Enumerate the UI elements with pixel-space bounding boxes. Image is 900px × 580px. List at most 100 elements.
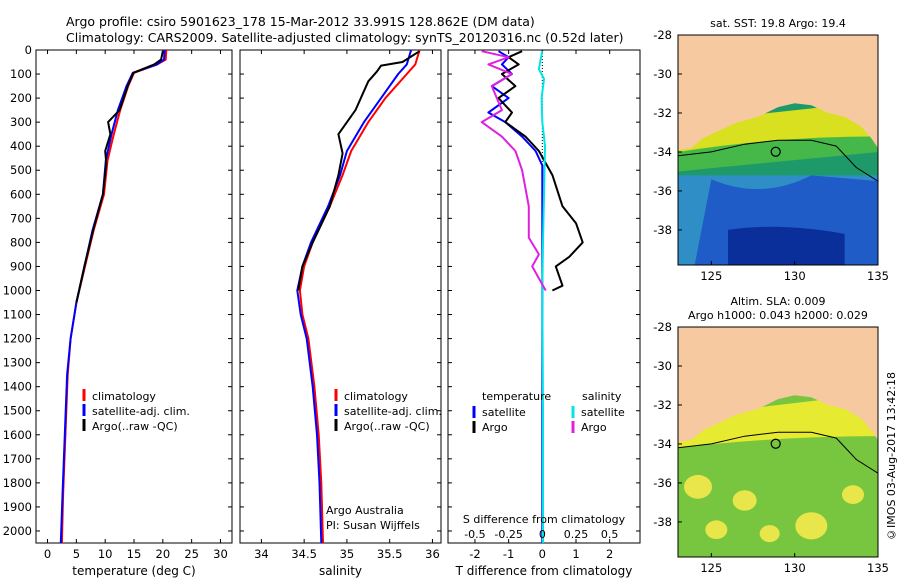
y-tick-label: -36 (653, 184, 672, 198)
y-tick-label: 1000 (3, 283, 32, 297)
sla-anomaly-blob (759, 525, 780, 543)
x-tick-label: 130 (784, 561, 806, 575)
ocean-coldest-water (728, 226, 845, 265)
land-mass (678, 35, 878, 150)
y-tick-label: 400 (10, 139, 32, 153)
x-tick-label: 25 (184, 547, 199, 561)
y-tick-label: 1300 (3, 356, 32, 370)
panel-map-sst: 125 130 135 -38 -36 -34 -32 -30 -28 sat. SST: 19.… (653, 17, 889, 283)
x-tick-label: 125 (700, 561, 722, 575)
legend-entry: satellite-adj. clim. (344, 405, 442, 418)
series-temperature-argo (497, 50, 584, 292)
x-tick-label-top: -0.5 (464, 528, 485, 541)
plot-frame (239, 49, 442, 544)
x-tick-label: 30 (213, 547, 228, 561)
x-tick-label: 135 (867, 269, 889, 283)
annotation-text: PI: Susan Wijffels (326, 519, 420, 532)
legend-entry: Argo (482, 421, 508, 434)
map-title: Argo h1000: 0.043 h2000: 0.029 (688, 309, 868, 322)
y-tick-label: 1600 (3, 428, 32, 442)
annotation-text: Argo Australia (326, 504, 404, 517)
x-tick-label: 135 (867, 561, 889, 575)
series-salinity-satellite (537, 51, 546, 543)
y-tick-label: -30 (653, 67, 672, 81)
map-content (678, 327, 878, 557)
x-tick-label: 35.5 (377, 547, 403, 561)
title-line-2: Climatology: CARS2009. Satellite-adjuste… (66, 30, 624, 45)
y-tick-label: 0 (25, 43, 32, 57)
y-tick-label: -38 (653, 223, 672, 237)
x-tick-label-top: 0.5 (601, 528, 619, 541)
x-tick-label: 5 (73, 547, 80, 561)
argo-position-marker (770, 146, 781, 157)
sla-anomaly-blob (684, 474, 712, 499)
x-axis-label-top: S difference from climatology (463, 513, 626, 526)
land-mass (678, 327, 878, 442)
sla-anomaly-blob (705, 520, 728, 540)
y-tick-label: 600 (10, 187, 32, 201)
y-tick-label: -34 (653, 145, 672, 159)
y-tick-label: 1100 (3, 308, 32, 322)
legend-entry: satellite-adj. clim. (92, 405, 190, 418)
y-tick-label: 1500 (3, 404, 32, 418)
y-tick-label: 200 (10, 91, 32, 105)
x-tick-label: -1 (503, 547, 514, 561)
series-argo-raw-qc- (75, 51, 164, 303)
legend-entry: climatology (92, 390, 156, 403)
legend-header-salinity: salinity (582, 390, 622, 403)
map-title: sat. SST: 19.8 Argo: 19.4 (710, 17, 846, 30)
y-tick-label: -30 (653, 359, 672, 373)
series-salinity-argo (480, 50, 547, 291)
x-tick-label-top: 0.25 (564, 528, 589, 541)
y-tick-label: -28 (653, 320, 672, 334)
x-tick-label: 34.5 (291, 547, 317, 561)
argo-position-marker (770, 438, 781, 449)
y-tick-label: -32 (653, 106, 672, 120)
x-tick-label: 15 (127, 547, 142, 561)
x-tick-label: 34 (254, 547, 269, 561)
x-tick-label: 10 (98, 547, 113, 561)
legend-entry: Argo(..raw -QC) (92, 420, 178, 433)
x-tick-label: 20 (156, 547, 171, 561)
x-tick-label: 125 (700, 269, 722, 283)
y-tick-label: 1200 (3, 332, 32, 346)
x-tick-label-top: 0 (539, 528, 546, 541)
plot-frame (35, 49, 233, 544)
panel-temperature: 0100200300400500600700800900100011001200… (3, 43, 233, 578)
y-tick-label: 1900 (3, 500, 32, 514)
legend-header-temperature: temperature (482, 390, 551, 403)
y-tick-label: 700 (10, 211, 32, 225)
y-tick-label: 100 (10, 67, 32, 81)
x-axis-label: T difference from climatology (455, 564, 633, 578)
y-tick-label: 1400 (3, 380, 32, 394)
map-title: Altim. SLA: 0.009 (730, 295, 825, 308)
x-tick-label-top: -0.25 (494, 528, 522, 541)
panel-map-sla: 125 130 135 -38 -36 -34 -32 -30 -28 Altim. SLA: 0… (653, 295, 889, 575)
title-line-1: Argo profile: csiro 5901623_178 15-Mar-2… (66, 14, 535, 29)
x-axis-label: salinity (319, 564, 362, 578)
series-argo-raw-qc- (297, 50, 421, 291)
series-temperature-satellite (487, 50, 544, 543)
sla-coastal-high (678, 393, 878, 448)
y-tick-label: 500 (10, 163, 32, 177)
legend-entry: satellite (581, 406, 625, 419)
legend-entry: Argo(..raw -QC) (344, 420, 430, 433)
ocean-warm-coastal-water (678, 101, 878, 152)
y-tick-label: 1800 (3, 476, 32, 490)
y-tick-label: 2000 (3, 524, 32, 538)
x-axis-label: temperature (deg C) (72, 564, 195, 578)
x-tick-label: 130 (784, 269, 806, 283)
legend-entry: satellite (482, 406, 526, 419)
map-content (678, 35, 878, 265)
y-tick-label: -36 (653, 476, 672, 490)
sla-anomaly-blob (732, 490, 757, 511)
x-tick-label: -2 (469, 547, 480, 561)
x-tick-label: 35 (340, 547, 355, 561)
isobath-line (678, 139, 878, 182)
sla-anomaly-blob (842, 485, 864, 504)
x-tick-label: 1 (572, 547, 579, 561)
y-tick-label: 1700 (3, 452, 32, 466)
y-tick-label: -32 (653, 398, 672, 412)
legend-entry: Argo (581, 421, 607, 434)
